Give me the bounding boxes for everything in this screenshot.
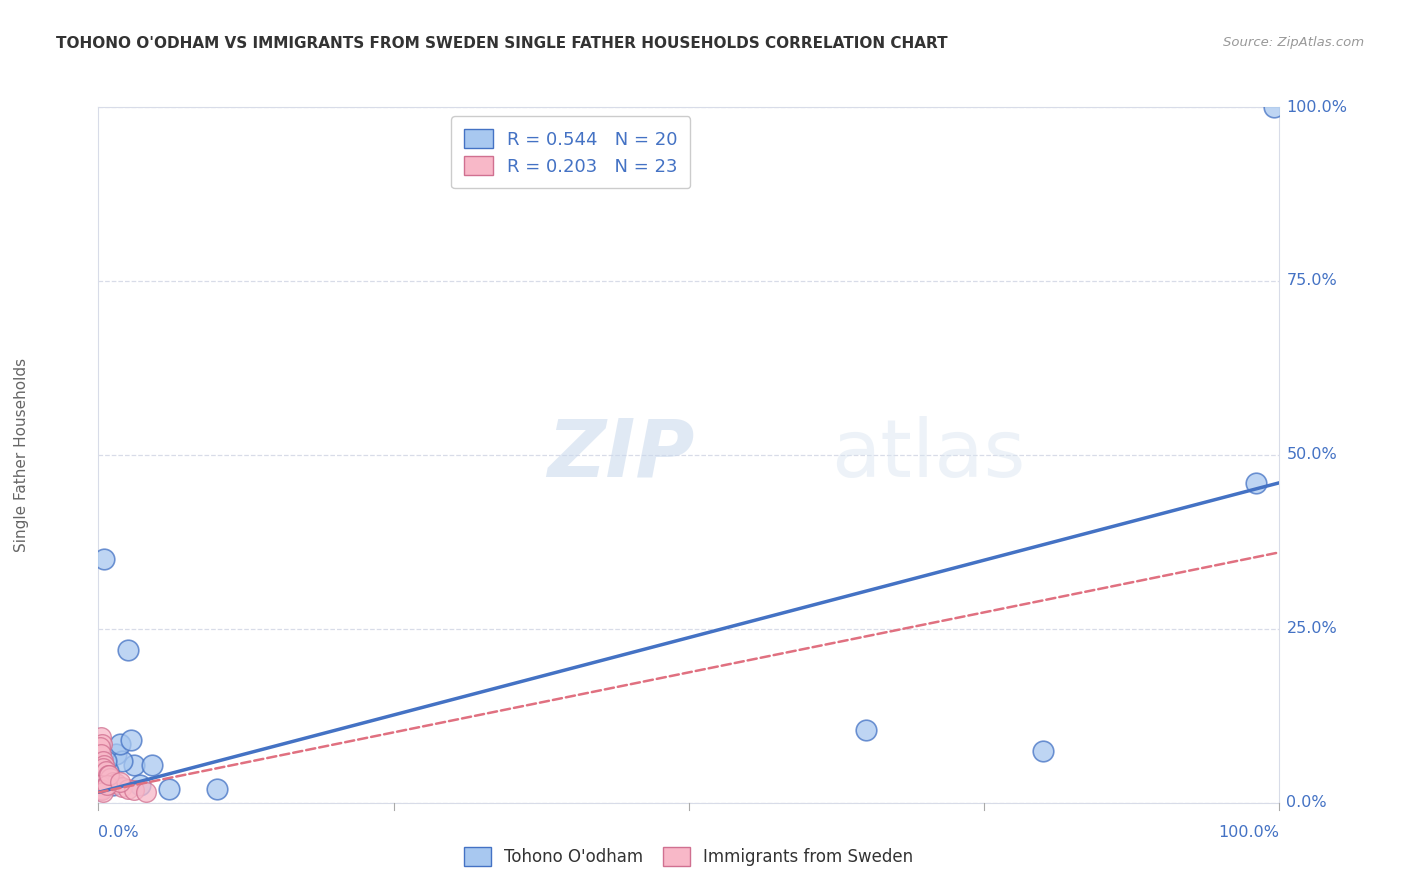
Point (128, 778, 150, 792)
Point (90, 730, 112, 744)
Point (90, 781, 112, 796)
Text: 100.0%: 100.0% (1286, 100, 1347, 114)
Text: 0.0%: 0.0% (1286, 796, 1327, 810)
Point (101, 778, 124, 792)
Text: Single Father Households: Single Father Households (14, 358, 28, 552)
Point (1263, 100, 1285, 114)
Point (105, 776, 128, 790)
Point (91, 761, 114, 775)
Point (94, 754, 117, 768)
Text: 100.0%: 100.0% (1219, 825, 1279, 840)
Point (98, 768, 121, 782)
Point (91, 754, 114, 768)
Point (91, 737, 114, 751)
Point (94, 764, 117, 779)
Point (855, 723, 877, 737)
Point (122, 757, 145, 772)
Point (91, 783, 114, 797)
Point (141, 757, 163, 772)
Point (90, 781, 112, 796)
Text: 50.0%: 50.0% (1286, 448, 1337, 462)
Point (96, 778, 118, 792)
Point (111, 754, 134, 768)
Point (105, 747, 128, 761)
Point (101, 775, 124, 789)
Point (89, 778, 111, 792)
Legend: Tohono O'odham, Immigrants from Sweden: Tohono O'odham, Immigrants from Sweden (456, 839, 922, 874)
Point (1244, 475, 1267, 490)
Point (97, 768, 120, 782)
Point (205, 781, 228, 796)
Point (135, 785, 157, 799)
Text: 0.0%: 0.0% (98, 825, 139, 840)
Point (117, 781, 139, 796)
Point (93, 757, 115, 772)
Text: TOHONO O'ODHAM VS IMMIGRANTS FROM SWEDEN SINGLE FATHER HOUSEHOLDS CORRELATION CH: TOHONO O'ODHAM VS IMMIGRANTS FROM SWEDEN… (56, 36, 948, 51)
Point (108, 775, 131, 789)
Point (98, 772, 121, 786)
Point (91, 785, 114, 799)
Point (157, 781, 180, 796)
Point (91, 775, 114, 789)
Point (111, 780, 134, 795)
Text: 25.0%: 25.0% (1286, 622, 1337, 636)
Point (122, 783, 145, 797)
Point (89, 740, 111, 755)
Text: atlas: atlas (831, 416, 1025, 494)
Point (93, 552, 115, 566)
Point (1032, 744, 1054, 758)
Point (108, 737, 131, 751)
Text: Source: ZipAtlas.com: Source: ZipAtlas.com (1223, 36, 1364, 49)
Point (90, 747, 112, 761)
Text: ZIP: ZIP (547, 416, 695, 494)
Point (97, 764, 120, 779)
Text: 75.0%: 75.0% (1286, 274, 1337, 288)
Point (117, 642, 139, 657)
Point (121, 733, 143, 747)
